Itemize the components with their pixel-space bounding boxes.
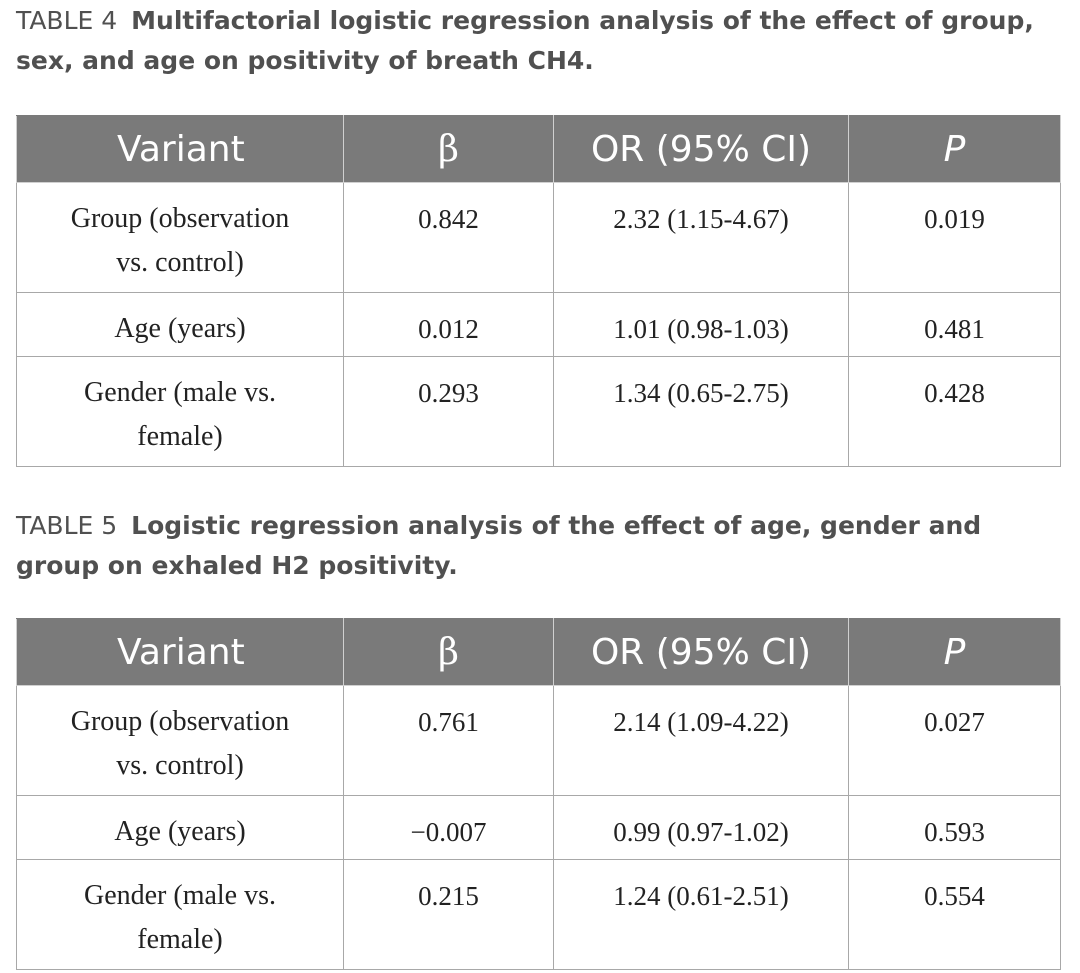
header-beta: β	[343, 618, 554, 686]
table-4-label: TABLE 4	[16, 6, 118, 35]
header-variant: Variant	[16, 618, 344, 686]
header-or-ci: OR (95% CI)	[553, 115, 849, 183]
cell-p: 0.428	[848, 356, 1061, 467]
cell-or-ci: 1.34 (0.65-2.75)	[553, 356, 849, 467]
cell-beta: 0.012	[343, 292, 554, 357]
cell-p: 0.019	[848, 182, 1061, 293]
header-variant: Variant	[16, 115, 344, 183]
cell-variant: Gender (male vs. female)	[16, 859, 344, 970]
table-4-caption: TABLE 4 Multifactorial logistic regressio…	[16, 1, 1066, 81]
cell-p: 0.554	[848, 859, 1061, 970]
header-p: P	[848, 618, 1061, 686]
cell-or-ci: 2.32 (1.15-4.67)	[553, 182, 849, 293]
cell-variant: Age (years)	[16, 292, 344, 357]
table-4-title: Multifactorial logistic regression analy…	[16, 6, 1034, 75]
table-header-row: Variant β OR (95% CI) P	[16, 618, 1061, 686]
cell-variant: Group (observation vs. control)	[16, 182, 344, 293]
cell-beta: 0.761	[343, 685, 554, 796]
table-row: Gender (male vs. female) 0.293 1.34 (0.65…	[16, 356, 1061, 467]
table-row: Age (years) 0.012 1.01 (0.98-1.03) 0.481	[16, 292, 1061, 357]
cell-variant: Gender (male vs. female)	[16, 356, 344, 467]
table-4: Variant β OR (95% CI) P Group (observati…	[16, 115, 1061, 467]
cell-p: 0.481	[848, 292, 1061, 357]
table-row: Group (observation vs. control) 0.842 2.3…	[16, 182, 1061, 293]
cell-variant: Age (years)	[16, 795, 344, 860]
table-5: Variant β OR (95% CI) P Group (observati…	[16, 618, 1061, 970]
cell-or-ci: 0.99 (0.97-1.02)	[553, 795, 849, 860]
table-row: Group (observation vs. control) 0.761 2.1…	[16, 685, 1061, 796]
table-5-caption: TABLE 5 Logistic regression analysis of t…	[16, 506, 1066, 586]
header-beta: β	[343, 115, 554, 183]
header-p: P	[848, 115, 1061, 183]
table-row: Gender (male vs. female) 0.215 1.24 (0.61…	[16, 859, 1061, 970]
table-header-row: Variant β OR (95% CI) P	[16, 115, 1061, 183]
cell-beta: 0.842	[343, 182, 554, 293]
table-5-label: TABLE 5	[16, 511, 118, 540]
header-or-ci: OR (95% CI)	[553, 618, 849, 686]
cell-or-ci: 2.14 (1.09-4.22)	[553, 685, 849, 796]
cell-p: 0.027	[848, 685, 1061, 796]
cell-variant: Group (observation vs. control)	[16, 685, 344, 796]
table-row: Age (years) −0.007 0.99 (0.97-1.02) 0.59…	[16, 795, 1061, 860]
cell-beta: 0.293	[343, 356, 554, 467]
cell-or-ci: 1.01 (0.98-1.03)	[553, 292, 849, 357]
cell-beta: 0.215	[343, 859, 554, 970]
cell-beta: −0.007	[343, 795, 554, 860]
cell-p: 0.593	[848, 795, 1061, 860]
cell-or-ci: 1.24 (0.61-2.51)	[553, 859, 849, 970]
table-5-title: Logistic regression analysis of the effe…	[16, 511, 982, 580]
